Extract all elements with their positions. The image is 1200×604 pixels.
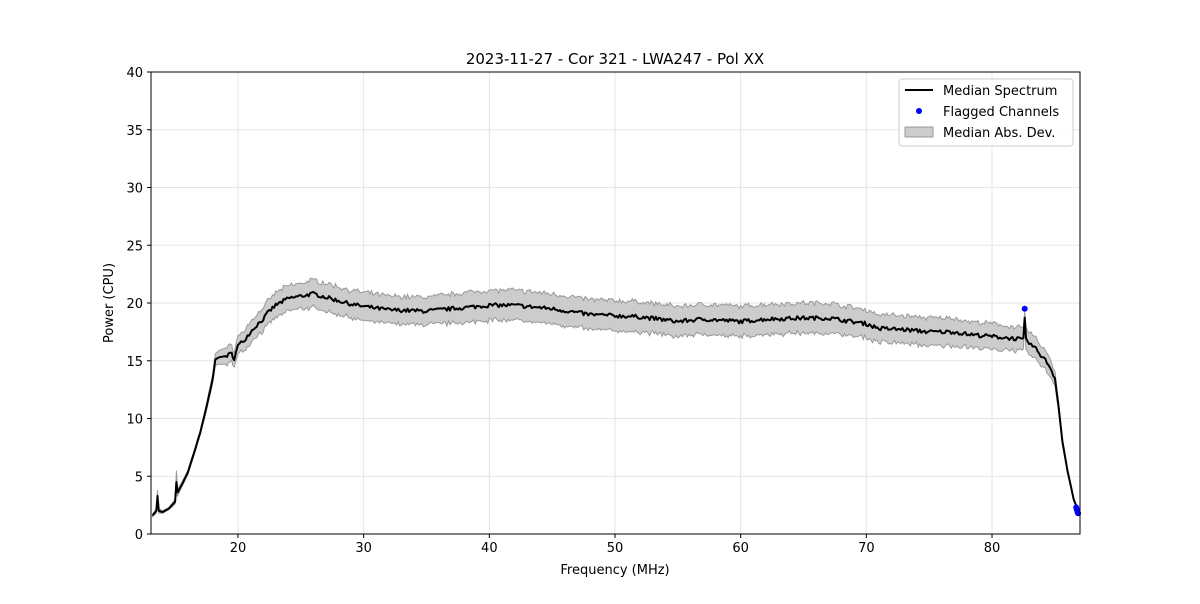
y-tick-label: 35 — [126, 124, 143, 139]
x-tick-label: 30 — [355, 541, 372, 556]
legend: Median Spectrum Flagged Channels Median … — [898, 78, 1074, 147]
x-tick-label: 20 — [230, 541, 247, 556]
legend-flagged-swatch — [916, 108, 922, 114]
y-tick-label: 20 — [126, 297, 143, 312]
x-tick-label: 60 — [732, 541, 749, 556]
axis-ticks: 20 30 40 50 60 70 80 0 5 10 15 20 25 30 35 40 — [126, 66, 1000, 556]
x-tick-label: 70 — [858, 541, 875, 556]
y-tick-label: 25 — [126, 239, 143, 254]
y-tick-label: 0 — [135, 528, 143, 543]
y-axis-label: Power (CPU) — [102, 263, 117, 343]
x-tick-label: 40 — [481, 541, 498, 556]
x-tick-label: 50 — [607, 541, 624, 556]
median-spectrum-line — [151, 290, 1080, 517]
y-tick-label: 5 — [135, 470, 143, 485]
legend-mad-label: Median Abs. Dev. — [943, 126, 1055, 141]
legend-flagged-label: Flagged Channels — [943, 105, 1059, 120]
y-tick-label: 40 — [126, 66, 143, 81]
x-axis-label: Frequency (MHz) — [560, 563, 669, 578]
y-tick-label: 30 — [126, 182, 143, 197]
legend-mad-swatch — [904, 126, 934, 138]
legend-box — [898, 78, 1074, 147]
chart-title: 2023-11-27 - Cor 321 - LWA247 - Pol XX — [466, 50, 764, 68]
legend-median-label: Median Spectrum — [943, 84, 1057, 99]
y-tick-label: 10 — [126, 413, 143, 428]
y-tick-label: 15 — [126, 355, 143, 370]
x-tick-label: 80 — [984, 541, 1001, 556]
flagged-channel-point — [1021, 305, 1028, 312]
